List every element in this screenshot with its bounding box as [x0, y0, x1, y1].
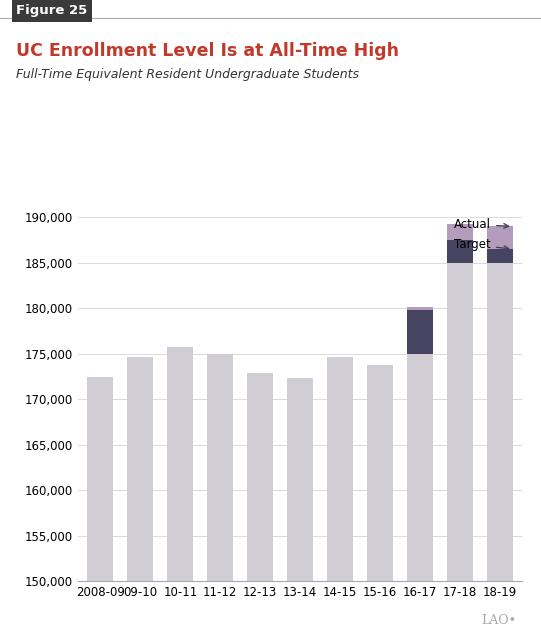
Bar [207, 354, 233, 581]
Bar [287, 378, 313, 581]
Bar [407, 310, 433, 354]
Bar [167, 348, 193, 581]
Bar [487, 249, 513, 263]
Bar [487, 263, 513, 581]
Text: Full-Time Equivalent Resident Undergraduate Students: Full-Time Equivalent Resident Undergradu… [16, 68, 359, 81]
Text: UC Enrollment Level Is at All-Time High: UC Enrollment Level Is at All-Time High [16, 42, 399, 59]
Bar [247, 373, 273, 581]
Bar [447, 224, 473, 240]
Bar [367, 365, 393, 581]
Bar [327, 357, 353, 581]
Bar [127, 357, 154, 581]
Bar [407, 307, 433, 310]
Text: Actual: Actual [454, 218, 509, 231]
Bar [487, 226, 513, 249]
Bar [407, 354, 433, 581]
Text: Target: Target [454, 238, 509, 251]
Bar [447, 240, 473, 263]
Text: LAO•: LAO• [481, 615, 517, 627]
Text: Figure 25: Figure 25 [16, 4, 88, 17]
Bar [88, 376, 114, 581]
Bar [447, 263, 473, 581]
